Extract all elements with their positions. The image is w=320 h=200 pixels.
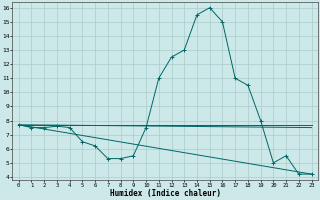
X-axis label: Humidex (Indice chaleur): Humidex (Indice chaleur) <box>110 189 220 198</box>
